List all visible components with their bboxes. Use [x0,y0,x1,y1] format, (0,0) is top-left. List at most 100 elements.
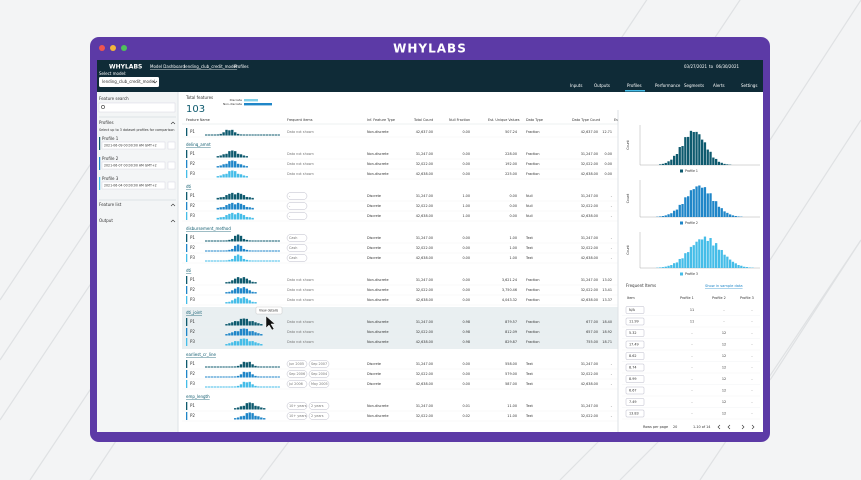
sidebar-label[interactable]: Output [99,218,113,223]
tab[interactable]: Inputs [570,83,582,88]
sparkline-bar [222,196,225,200]
sparkline-bar [239,278,243,284]
sparkline-bar [222,154,225,158]
sparkline-bar [254,292,257,294]
sparkline-bar [216,366,219,368]
tab[interactable]: Settings [741,83,757,88]
tab[interactable]: Profiles [627,83,642,88]
profile-bar [186,212,188,220]
profile-tag: P3 [190,297,195,302]
breadcrumb[interactable]: lending_club_credit_model [184,64,237,69]
remove-button[interactable] [167,141,176,150]
cell: Text [525,246,534,250]
sparkline-bar [236,192,240,200]
sparkline-bar [225,129,228,136]
cell: Null [526,204,533,208]
sidebar-label[interactable]: Feature list [99,202,122,207]
sparkline-bar [234,418,237,420]
feature-name[interactable]: dti [186,184,191,189]
column-header[interactable]: Total Count [413,118,434,122]
feature-name[interactable]: disbursement_method [186,226,231,231]
tab[interactable]: Segments [684,83,704,88]
profile-select[interactable] [101,141,166,150]
breadcrumb[interactable]: Model Dashboard [150,64,185,69]
frequent-cell: 5.32 [629,331,637,335]
legend-swatch [680,272,683,276]
cell: 0.00 [462,152,470,156]
sparkline-bar [263,134,266,136]
column-header[interactable]: Data Type [526,118,543,122]
tab[interactable]: Alerts [713,83,725,88]
histogram-bar [706,149,709,165]
profile-tag: P1 [190,193,195,198]
pager-arrow[interactable] [717,424,721,430]
sparkline-bar [228,130,231,136]
cell: 42,638.00 [581,256,598,260]
date-from[interactable]: 03/27/2021 [684,64,708,69]
pager-arrow[interactable] [751,424,755,430]
sparkline-bar [245,403,248,410]
cell: - [611,194,613,198]
remove-button[interactable] [167,181,176,190]
cell: 657.00 [586,330,598,334]
feature-name[interactable]: dti [186,268,191,273]
cell: 42,638.00 [581,172,598,176]
model-select[interactable] [99,77,159,87]
sparkline-bar [225,215,228,220]
feature-name[interactable]: dti_joint [186,310,202,315]
sparkline-bar [251,260,254,262]
item-chip [625,340,645,349]
sparkline-bar [254,260,257,262]
sparkline-bar [265,250,269,252]
search-box[interactable] [98,102,176,113]
sparkline-bar [222,250,225,252]
histogram-bar [712,200,715,217]
sparkline-bar [219,376,222,378]
date-to[interactable]: 06/30/2021 [716,64,740,69]
profile-select[interactable] [101,161,166,170]
frequent-cell: 12 [722,377,726,381]
cell: Discrete [367,236,381,240]
column-header[interactable]: Inf. Feature Type [367,118,395,122]
tab[interactable]: Performance [655,83,681,88]
histogram-bar [715,158,718,165]
sparkline-bar [242,155,246,158]
sparkline-bar [268,240,272,242]
frequent-cell: - [691,412,693,416]
profile-tag: P3 [190,339,195,344]
column-header[interactable]: Data Type Count [572,118,601,122]
sparkline-bar [228,203,231,210]
pager-arrow[interactable] [727,424,731,430]
tab[interactable]: Outputs [594,83,610,88]
cell: 31,247.00 [581,236,598,240]
column-header[interactable]: Null Fraction [449,118,470,122]
sparkline-bar [268,386,272,388]
cell: - [611,214,613,218]
sparkline-bar [228,193,231,200]
sparkline-bar [245,338,248,346]
feature-name[interactable]: earliest_cr_line [186,352,216,357]
feature-name[interactable]: emp_length [186,394,210,399]
frequent-cell: 12 [722,412,726,416]
column-header[interactable]: Frequent items [287,118,313,122]
sparkline-bar [236,375,240,378]
pager-arrow[interactable] [741,424,745,430]
sparkline-bar [205,260,208,262]
column-header[interactable]: Est. Unique Values [488,118,520,122]
histogram-bar [681,146,684,165]
profile-value: 2021-06-09 00:00:00 AM GMT+2 [104,144,157,148]
profile-select[interactable] [101,181,166,190]
frequent-cell: - [751,377,753,381]
frequent-cell: - [691,377,693,381]
pager-size[interactable]: 20 [673,425,677,429]
feature-name[interactable]: delinq_amnt [186,142,211,147]
sparkline-bar [210,366,214,368]
remove-button[interactable] [167,161,176,170]
cell: Non-discrete [367,162,389,166]
cell: 507.24 [505,130,517,134]
column-header[interactable]: Feature Name [186,118,210,122]
profile-tag: P3 [190,213,195,218]
sparkline-bar [205,376,208,378]
link[interactable]: Show in sample data [705,284,743,288]
sparkline-bar [248,280,251,284]
